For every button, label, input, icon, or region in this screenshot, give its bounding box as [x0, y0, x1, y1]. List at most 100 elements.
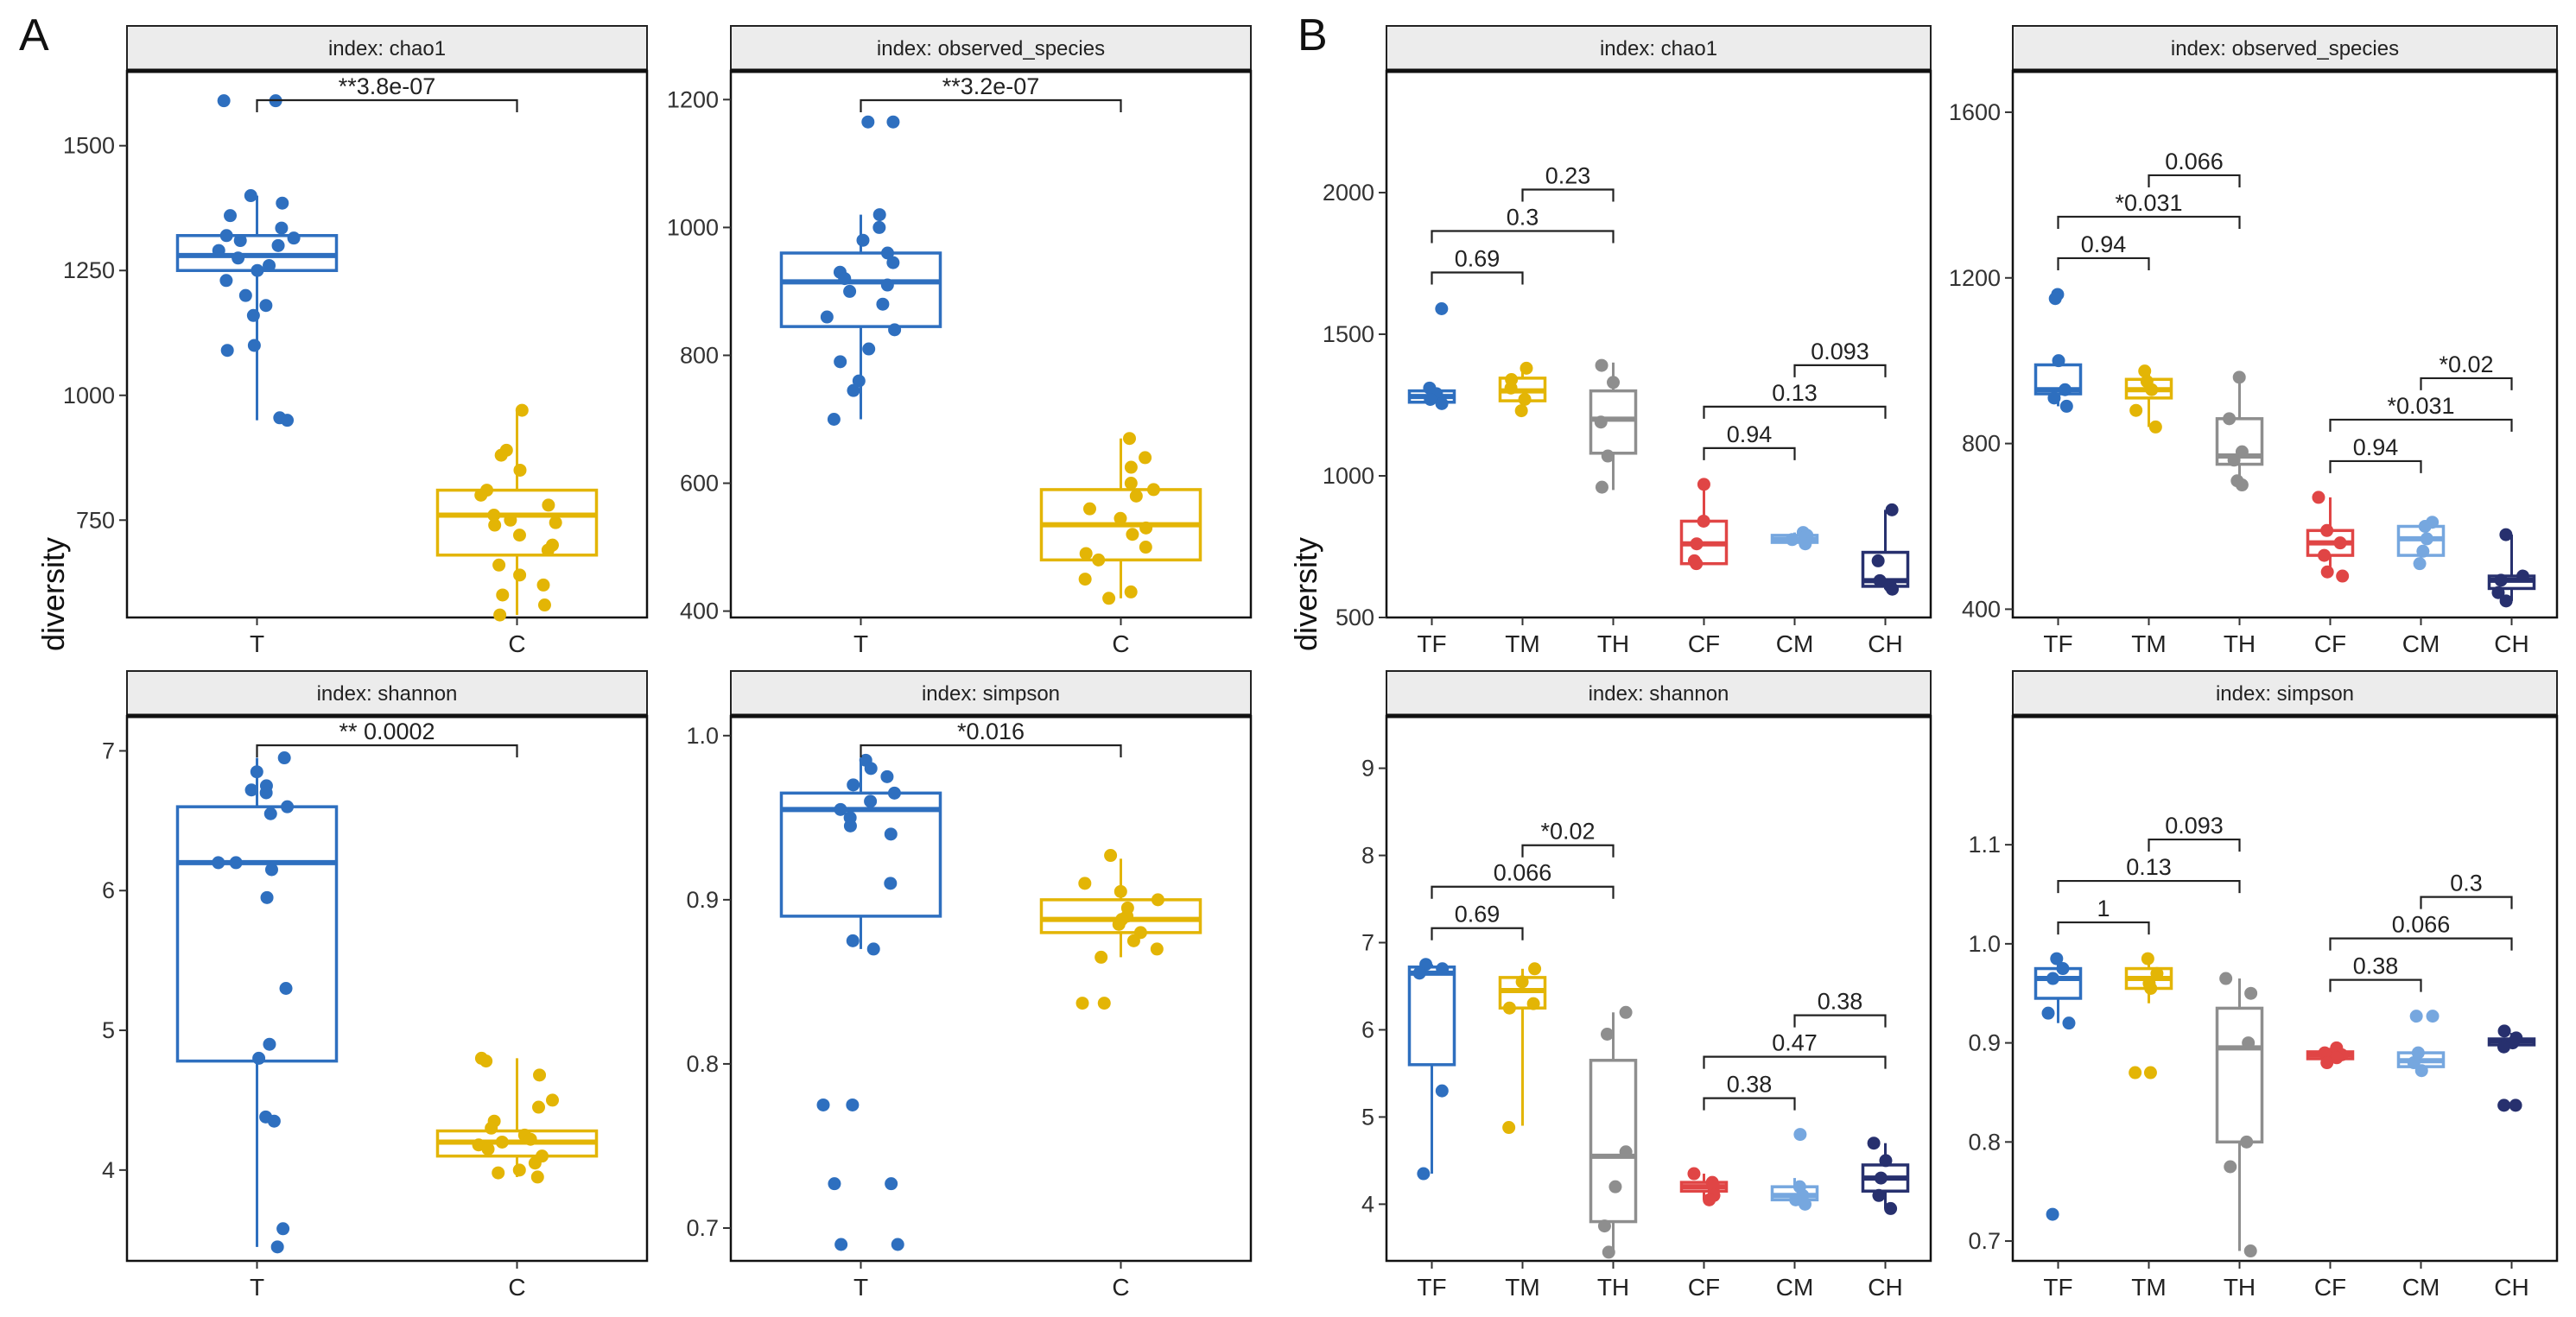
data-point — [880, 278, 894, 292]
p-value-label: 0.066 — [2392, 912, 2451, 938]
data-point — [2145, 383, 2159, 396]
data-point — [2509, 1099, 2522, 1112]
y-tick-label: 500 — [1336, 605, 1374, 630]
comparison-bracket: 0.94 — [2057, 231, 2150, 270]
bracket-line — [1793, 364, 1887, 377]
data-point — [1594, 415, 1608, 429]
x-tick-label: TM — [2131, 630, 2166, 657]
data-point — [1867, 1137, 1881, 1150]
box-t — [779, 115, 942, 426]
x-tick-label: C — [508, 630, 525, 657]
bracket-line — [1431, 271, 1524, 285]
data-point — [864, 795, 878, 808]
x-tick-label: CF — [2314, 1274, 2346, 1301]
ylabel-panel-b: diversity — [1288, 537, 1323, 651]
y-tick-label: 1250 — [63, 257, 115, 283]
x-tick-label: CH — [2494, 630, 2528, 657]
p-value-label: *0.031 — [2387, 393, 2454, 419]
data-point — [852, 374, 866, 388]
facet-title: index: observed_species — [2171, 37, 2399, 60]
bracket-line — [1703, 1097, 1796, 1111]
p-value-label: 0.38 — [2353, 953, 2399, 979]
box-th — [1589, 1005, 1638, 1259]
data-point — [847, 778, 860, 792]
y-tick-label: 1600 — [1949, 99, 2001, 125]
data-point — [880, 246, 894, 260]
data-point — [1690, 537, 1704, 551]
ylabel-panel-a: diversity — [35, 537, 71, 651]
comparison-bracket: 0.94 — [2329, 434, 2422, 473]
data-point — [2056, 962, 2070, 976]
data-point — [2416, 544, 2430, 558]
p-value-label: **3.8e-07 — [339, 73, 436, 99]
data-point — [1123, 432, 1137, 446]
box-body — [1589, 1059, 1638, 1224]
data-point — [2413, 557, 2427, 571]
data-point — [2414, 1064, 2428, 1078]
bracket-line — [2329, 978, 2422, 992]
data-point — [533, 1068, 547, 1082]
y-tick-label: 1000 — [667, 214, 719, 240]
p-value-label: 0.3 — [2450, 871, 2483, 896]
box-body — [779, 251, 942, 328]
y-tick-label: 1200 — [667, 86, 719, 112]
x-tick-label: CM — [2402, 1274, 2440, 1301]
plot-frame — [2011, 714, 2559, 1263]
data-point — [1412, 966, 1426, 980]
facet-title: index: chao1 — [1600, 37, 1717, 60]
data-point — [2411, 1046, 2425, 1060]
data-point — [1104, 849, 1118, 863]
strip-header — [730, 670, 1252, 717]
data-point — [2333, 536, 2347, 550]
data-point — [2048, 292, 2062, 306]
comparison-bracket: 0.066 — [2329, 912, 2513, 951]
x-tick-label: TM — [2131, 1274, 2166, 1301]
data-point — [238, 288, 252, 302]
data-point — [1417, 1167, 1431, 1181]
data-point — [523, 1132, 537, 1146]
bracket-line — [1431, 230, 1615, 244]
p-value-label: 0.3 — [1507, 205, 1539, 231]
box-body — [2215, 1006, 2264, 1144]
data-point — [2499, 594, 2513, 608]
data-point — [270, 1240, 284, 1254]
data-point — [1518, 392, 1532, 406]
y-tick-label: 400 — [1962, 596, 2001, 622]
facet-b-chao1: index: chao1 500 1000 1500 2000 TF TM TH CF CM CH 0… — [1323, 25, 1932, 657]
x-tick-label: T — [853, 1274, 868, 1301]
box-cf — [1679, 478, 1729, 571]
y-tick-label: 750 — [76, 507, 115, 533]
x-tick-label: TM — [1505, 630, 1539, 657]
box-body — [779, 791, 942, 918]
data-point — [884, 827, 898, 841]
data-point — [2148, 420, 2162, 434]
data-point — [816, 1098, 830, 1111]
data-point — [2418, 520, 2432, 533]
strip-header — [126, 670, 648, 717]
box-body — [1407, 966, 1456, 1067]
bracket-line — [1521, 188, 1615, 202]
p-value-label: 0.23 — [1545, 163, 1591, 189]
data-point — [515, 403, 529, 417]
x-tick-label: CM — [2402, 630, 2440, 657]
data-point — [856, 233, 870, 247]
box-cm — [1770, 1128, 1819, 1211]
data-point — [2243, 1244, 2257, 1258]
facet-b-observed: index: observed_species 400 800 1200 1600 TF T… — [1949, 25, 2559, 657]
data-point — [1124, 477, 1138, 491]
data-point — [2409, 1010, 2423, 1023]
data-point — [1786, 533, 1799, 547]
y-tick-label: 0.9 — [686, 887, 719, 913]
strip-header — [1386, 670, 1932, 717]
x-tick-label: CH — [2494, 1274, 2528, 1301]
data-point — [537, 598, 551, 612]
comparison-bracket: *0.016 — [860, 719, 1122, 757]
plot-frame — [729, 714, 1253, 1263]
box-t — [175, 94, 339, 427]
box-tf — [2034, 952, 2083, 1221]
bracket-line — [2329, 459, 2422, 473]
data-point — [1607, 376, 1621, 389]
comparison-bracket: 0.47 — [1703, 1030, 1887, 1069]
data-point — [267, 1114, 281, 1128]
